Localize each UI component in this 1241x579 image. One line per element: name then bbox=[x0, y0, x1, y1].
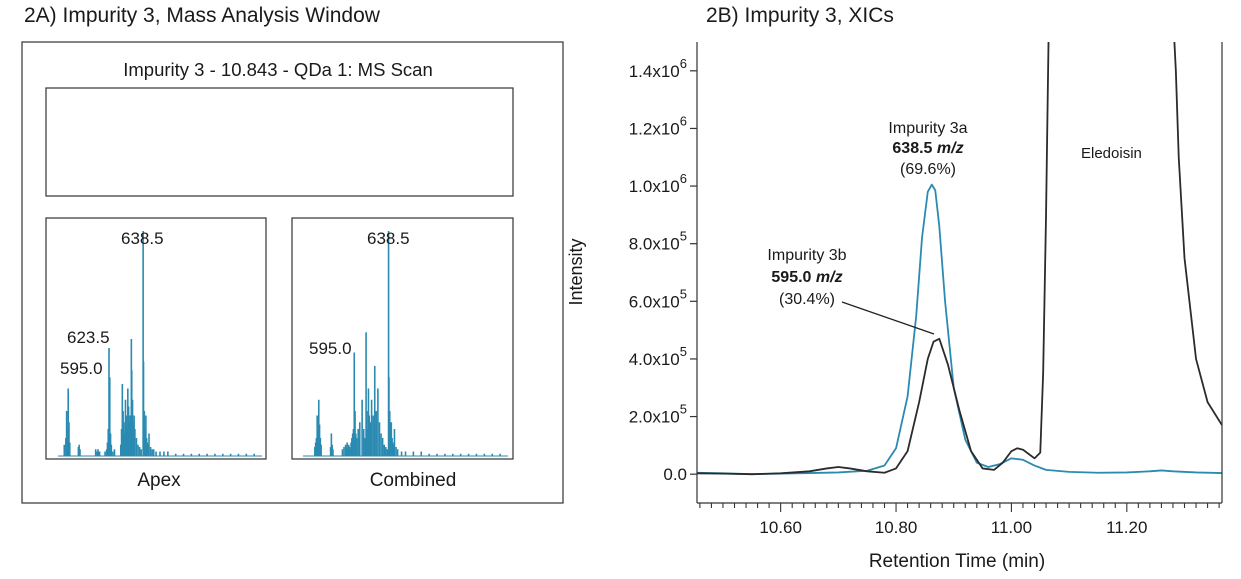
annotation-eledoisin: Eledoisin bbox=[1081, 145, 1142, 162]
chromatogram-placeholder bbox=[45, 87, 514, 197]
y-tick-label: 1.0x106 bbox=[629, 171, 687, 196]
spectrum-box-apex bbox=[45, 217, 267, 460]
x-tick-label: 11.20 bbox=[1106, 518, 1147, 537]
spectrum-box-combined bbox=[291, 217, 514, 460]
combined-peak-label-638: 638.5 bbox=[367, 229, 410, 248]
y-tick-label: 4.0x105 bbox=[629, 344, 687, 369]
xic-series-line-0 bbox=[697, 183, 1222, 476]
y-axis-title: Intensity bbox=[566, 238, 586, 305]
spectrum-combined-sticks bbox=[303, 231, 508, 457]
annotation-3b-line3: (30.4%) bbox=[779, 291, 835, 308]
annotation-3a-mz-unit: m/z bbox=[937, 140, 964, 157]
annotation-3b-leader-line bbox=[841, 301, 935, 335]
annotation-impurity-3b: Impurity 3b 595.0 m/z (30.4%) bbox=[767, 247, 935, 335]
annotation-3a-mz-value: 638.5 bbox=[892, 140, 932, 157]
annotation-3a-line1: Impurity 3a bbox=[888, 120, 967, 137]
xic-series-line-1 bbox=[697, 42, 1222, 476]
apex-peak-label-595: 595.0 bbox=[60, 359, 103, 378]
spectrum-caption-combined: Combined bbox=[370, 470, 457, 491]
spectrum-apex-sticks bbox=[58, 231, 262, 457]
x-tick-label: 11.00 bbox=[991, 518, 1032, 537]
combined-peak-label-595: 595.0 bbox=[309, 339, 352, 358]
annotation-3b-mz-value: 595.0 bbox=[771, 269, 811, 286]
y-tick-label: 6.0x105 bbox=[629, 286, 687, 311]
y-tick-label: 2.0x105 bbox=[629, 402, 687, 427]
annotation-3a-line3: (69.6%) bbox=[900, 161, 956, 178]
x-tick-label: 10.60 bbox=[759, 518, 802, 537]
annotation-3b-line1: Impurity 3b bbox=[767, 247, 846, 264]
apex-peak-label-638: 638.5 bbox=[121, 229, 164, 248]
spectrum-caption-apex: Apex bbox=[137, 470, 181, 491]
y-tick-label: 8.0x105 bbox=[629, 229, 687, 254]
panel-a-heading: 2A) Impurity 3, Mass Analysis Window bbox=[24, 4, 380, 27]
x-tick-label: 10.80 bbox=[875, 518, 918, 537]
window-frame bbox=[21, 41, 564, 504]
annotation-3b-mz-unit: m/z bbox=[816, 269, 843, 286]
svg-text:595.0 m/z: 595.0 m/z bbox=[771, 269, 842, 286]
y-tick-label: 1.2x106 bbox=[629, 113, 687, 138]
svg-text:638.5 m/z: 638.5 m/z bbox=[892, 140, 963, 157]
y-tick-label: 1.4x106 bbox=[629, 56, 687, 81]
apex-peak-label-623: 623.5 bbox=[67, 328, 110, 347]
panel-b-heading: 2B) Impurity 3, XICs bbox=[706, 4, 894, 27]
annotation-impurity-3a: Impurity 3a 638.5 m/z (69.6%) bbox=[888, 120, 967, 178]
x-axis-title: Retention Time (min) bbox=[869, 551, 1045, 572]
y-tick-label: 0.0 bbox=[663, 465, 687, 484]
window-title: Impurity 3 - 10.843 - QDa 1: MS Scan bbox=[123, 59, 433, 80]
